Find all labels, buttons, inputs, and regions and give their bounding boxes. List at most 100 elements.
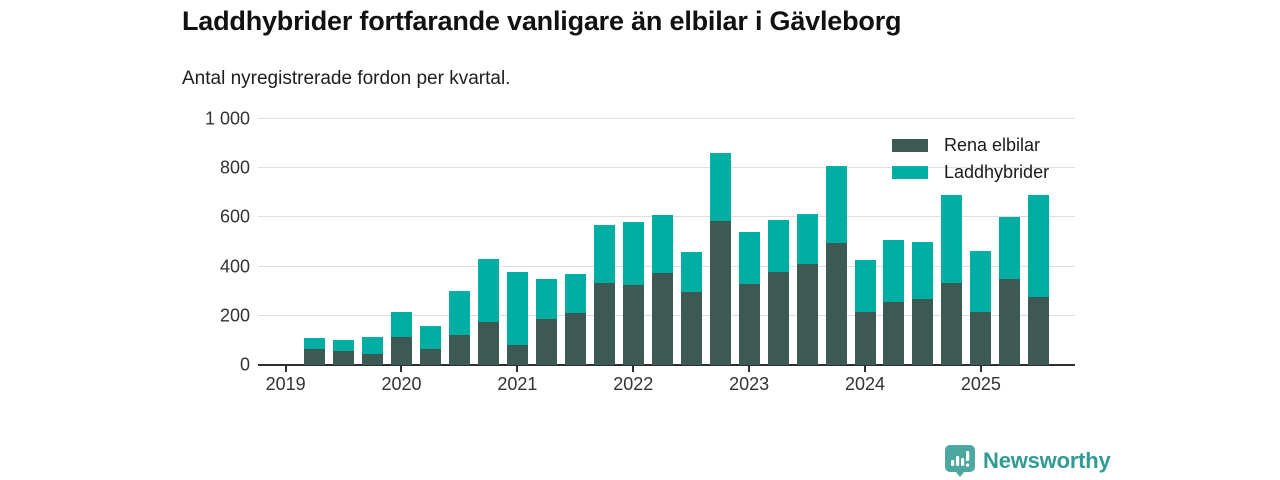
- bar-2023-Q3: [796, 213, 818, 365]
- bar-segment-laddhybrider: [333, 340, 355, 352]
- bar-segment-laddhybrider: [390, 312, 412, 337]
- y-axis-label: 800: [219, 157, 250, 178]
- bar-2023-Q1: [738, 232, 760, 365]
- x-axis-label: 2025: [960, 374, 1001, 394]
- gridline: [258, 167, 1075, 169]
- bar-segment-rena-elbilar: [738, 283, 760, 365]
- legend-item-laddhybrider: Laddhybrider: [892, 159, 1049, 186]
- bar-segment-rena-elbilar: [419, 349, 441, 365]
- bar-segment-laddhybrider: [680, 251, 702, 293]
- bar-segment-laddhybrider: [912, 242, 934, 299]
- bar-segment-laddhybrider: [1028, 195, 1050, 298]
- legend-label: Rena elbilar: [944, 135, 1041, 155]
- bar-segment-rena-elbilar: [362, 353, 383, 365]
- bar-segment-laddhybrider: [651, 214, 673, 273]
- bar-segment-rena-elbilar: [767, 271, 789, 365]
- x-axis-tick: [284, 366, 287, 372]
- newsworthy-logo[interactable]: Newsworthy: [944, 444, 1111, 478]
- chart-subtitle: Antal nyregistrerade fordon per kvartal.: [182, 68, 511, 89]
- bar-segment-rena-elbilar: [883, 302, 905, 365]
- bar-segment-laddhybrider: [999, 217, 1021, 279]
- bar-2021-Q3: [564, 273, 586, 365]
- bar-2025-Q1: [970, 250, 992, 365]
- bar-2022-Q1: [622, 222, 644, 365]
- y-axis-label: 1 000: [204, 108, 250, 129]
- bar-2022-Q3: [680, 251, 702, 365]
- x-axis-label: 2020: [381, 374, 422, 394]
- x-axis-label: 2022: [613, 374, 654, 394]
- bar-segment-laddhybrider: [304, 337, 326, 350]
- chart-title: Laddhybrider fortfarande vanligare än el…: [182, 6, 902, 36]
- bar-segment-rena-elbilar: [999, 278, 1021, 365]
- bar-segment-laddhybrider: [362, 336, 383, 354]
- x-axis-tick: [748, 366, 751, 372]
- bar-segment-laddhybrider: [883, 239, 905, 303]
- bar-2024-Q4: [941, 195, 963, 365]
- bar-2022-Q4: [709, 153, 731, 365]
- bar-segment-rena-elbilar: [622, 285, 644, 365]
- bar-segment-rena-elbilar: [506, 345, 528, 365]
- x-axis-label: 2021: [497, 374, 538, 394]
- bar-segment-rena-elbilar: [796, 264, 818, 365]
- gridline: [258, 118, 1075, 119]
- bar-segment-laddhybrider: [506, 271, 528, 346]
- bar-segment-laddhybrider: [709, 153, 731, 222]
- bar-segment-rena-elbilar: [970, 312, 992, 365]
- bar-2024-Q1: [854, 260, 876, 365]
- bar-segment-rena-elbilar: [709, 221, 731, 365]
- bar-segment-laddhybrider: [535, 278, 557, 320]
- bar-2024-Q3: [912, 242, 934, 365]
- bar-segment-rena-elbilar: [651, 272, 673, 365]
- bar-2020-Q2: [419, 325, 441, 365]
- bar-segment-rena-elbilar: [304, 349, 326, 365]
- bar-segment-laddhybrider: [738, 232, 760, 284]
- bar-segment-laddhybrider: [796, 213, 818, 265]
- bar-segment-laddhybrider: [767, 219, 789, 272]
- bar-2020-Q4: [477, 259, 499, 365]
- bar-segment-laddhybrider: [593, 224, 615, 283]
- bar-segment-rena-elbilar: [680, 292, 702, 365]
- y-axis-label: 600: [219, 206, 250, 227]
- x-axis-tick: [400, 366, 403, 372]
- bar-2023-Q4: [825, 165, 847, 365]
- plot-area: 2019 2020 2021 2022 2023 2024 2025: [258, 118, 1075, 394]
- bar-2021-Q1: [506, 271, 528, 365]
- legend: Rena elbilar Laddhybrider: [892, 132, 1049, 186]
- bar-segment-rena-elbilar: [912, 298, 934, 365]
- newsworthy-wordmark: Newsworthy: [983, 448, 1111, 473]
- x-axis-label: 2024: [844, 374, 886, 394]
- x-axis-tick: [864, 366, 866, 372]
- bar-segment-laddhybrider: [419, 325, 441, 349]
- bar-segment-rena-elbilar: [1028, 297, 1050, 365]
- bar-segment-laddhybrider: [477, 259, 499, 322]
- bar-segment-rena-elbilar: [448, 335, 470, 365]
- bar-segment-rena-elbilar: [477, 321, 499, 365]
- bar-segment-laddhybrider: [941, 195, 963, 283]
- y-axis: 0 200 400 600 800 1 000: [0, 109, 250, 375]
- bar-segment-rena-elbilar: [941, 282, 963, 365]
- bar-2021-Q4: [593, 224, 615, 365]
- x-axis-tick: [979, 366, 982, 372]
- bar-2019-Q3: [333, 340, 355, 365]
- bar-2025-Q2: [999, 217, 1021, 365]
- bar-segment-laddhybrider: [854, 260, 876, 313]
- bar-2019-Q4: [362, 336, 383, 365]
- legend-swatch-rena-elbilar: [892, 139, 928, 152]
- bar-2024-Q2: [883, 239, 905, 365]
- legend-label: Laddhybrider: [944, 162, 1050, 182]
- x-axis-label: 2019: [265, 374, 306, 394]
- bar-2023-Q2: [767, 219, 789, 365]
- bar-2020-Q1: [390, 312, 412, 365]
- bar-segment-rena-elbilar: [390, 336, 412, 365]
- bar-2021-Q2: [535, 278, 557, 365]
- y-axis-label: 400: [219, 256, 250, 277]
- bar-segment-rena-elbilar: [535, 319, 557, 365]
- x-axis-label: 2023: [729, 374, 770, 394]
- bar-segment-rena-elbilar: [854, 312, 876, 365]
- bar-segment-rena-elbilar: [333, 351, 355, 365]
- bar-segment-laddhybrider: [564, 273, 586, 314]
- bar-segment-laddhybrider: [970, 250, 992, 313]
- bar-segment-laddhybrider: [622, 222, 644, 286]
- bar-segment-laddhybrider: [825, 165, 847, 244]
